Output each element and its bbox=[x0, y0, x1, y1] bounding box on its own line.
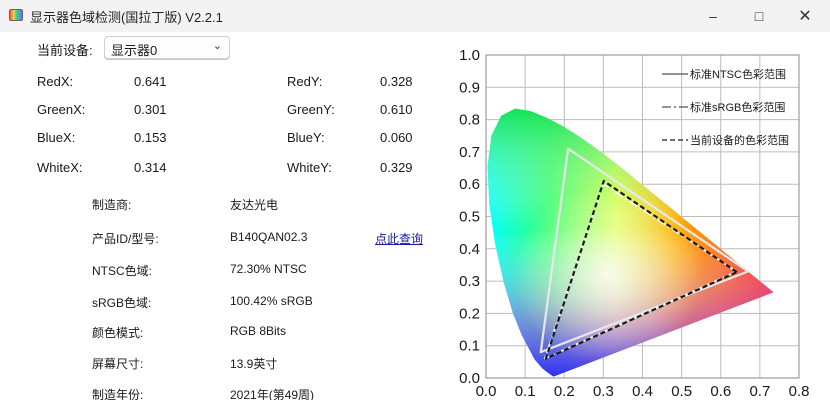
x-tick-label: 0.8 bbox=[789, 383, 810, 400]
srgb-gamut-label: sRGB色域: bbox=[92, 296, 152, 310]
x-tick-label: 0.1 bbox=[515, 383, 536, 400]
y-tick-label: 0.5 bbox=[459, 209, 480, 226]
maximize-button[interactable]: □ bbox=[736, 0, 782, 32]
redx-value: 0.641 bbox=[134, 74, 167, 89]
x-tick-label: 0.2 bbox=[554, 383, 575, 400]
cie-chromaticity-chart: 0.0 0.1 0.2 0.3 0.4 0.5 0.6 0.7 0.8 0.0 0.1 0.2 0.3 0… bbox=[459, 47, 809, 400]
window-title: 显示器色域检测(国拉丁版) V2.2.1 bbox=[30, 10, 223, 25]
app-logo-icon bbox=[9, 9, 23, 21]
y-tick-label: 0.7 bbox=[459, 144, 480, 161]
bluex-label: BlueX: bbox=[37, 130, 76, 145]
spectral-locus bbox=[487, 108, 774, 377]
bluey-value: 0.060 bbox=[380, 130, 413, 145]
close-icon: ✕ bbox=[798, 8, 812, 25]
gamut-triangles bbox=[539, 147, 750, 360]
maximize-icon: □ bbox=[754, 8, 764, 24]
redx-label: RedX: bbox=[37, 74, 74, 89]
minimize-icon: – bbox=[709, 8, 717, 24]
plot-frame bbox=[485, 54, 800, 379]
greenx-value: 0.301 bbox=[134, 102, 167, 117]
greeny-label: GreenY: bbox=[287, 102, 335, 117]
greenx-label: GreenX: bbox=[37, 102, 86, 117]
device-selected-value: 显示器0 bbox=[111, 43, 158, 58]
x-tick-label: 0.5 bbox=[671, 383, 692, 400]
lookup-link[interactable]: 点此查询 bbox=[375, 232, 424, 246]
whitey-value: 0.329 bbox=[380, 160, 413, 175]
gamut-triangle-1 bbox=[539, 147, 750, 354]
manufacturer-value: 友达光电 bbox=[230, 198, 279, 212]
greeny-value: 0.610 bbox=[380, 102, 413, 117]
close-button[interactable]: ✕ bbox=[782, 0, 828, 32]
y-tick-label: 0.3 bbox=[459, 273, 480, 290]
manufacturer-label: 制造商: bbox=[92, 198, 132, 212]
y-tick-label: 0.1 bbox=[459, 338, 480, 355]
device-dropdown[interactable]: 显示器0 ⌄ bbox=[104, 36, 230, 59]
ntsc-gamut-label: NTSC色域: bbox=[92, 264, 153, 278]
redy-value: 0.328 bbox=[380, 74, 413, 89]
ntsc-gamut-value: 72.30% NTSC bbox=[230, 262, 307, 276]
x-tick-label: 0.6 bbox=[710, 383, 731, 400]
title-bar: 显示器色域检测(国拉丁版) V2.2.1 – □ ✕ bbox=[0, 0, 830, 32]
redy-label: RedY: bbox=[287, 74, 323, 89]
gamut-triangle-3 bbox=[544, 179, 738, 360]
x-tick-label: 0.3 bbox=[593, 383, 614, 400]
screen-size-label: 屏幕尺寸: bbox=[92, 357, 144, 371]
bluey-label: BlueY: bbox=[287, 130, 325, 145]
minimize-button[interactable]: – bbox=[690, 0, 736, 32]
y-tick-label: 0.0 bbox=[459, 370, 480, 387]
color-mode-value: RGB 8Bits bbox=[230, 324, 287, 338]
y-tick-label: 1.0 bbox=[459, 47, 480, 64]
product-id-label: 产品ID/型号: bbox=[92, 232, 159, 246]
x-tick-label: 0.4 bbox=[632, 383, 653, 400]
whitex-label: WhiteX: bbox=[37, 160, 83, 175]
bluex-value: 0.153 bbox=[134, 130, 167, 145]
x-tick-label: 0.7 bbox=[749, 383, 770, 400]
whitey-label: WhiteY: bbox=[287, 160, 332, 175]
whitex-value: 0.314 bbox=[134, 160, 167, 175]
y-tick-label: 0.6 bbox=[459, 176, 480, 193]
color-mode-label: 颜色模式: bbox=[92, 326, 144, 340]
y-tick-label: 0.9 bbox=[459, 79, 480, 96]
manufacture-year-label: 制造年份: bbox=[92, 388, 144, 400]
legend-label-1: 标准NTSC色彩范围 bbox=[690, 67, 786, 81]
y-tick-label: 0.8 bbox=[459, 112, 480, 129]
device-label: 当前设备: bbox=[37, 43, 93, 58]
x-tick-label: 0.0 bbox=[476, 383, 497, 400]
legend-label-2: 标准sRGB色彩范围 bbox=[690, 100, 785, 114]
manufacture-year-value: 2021年(第49周) bbox=[230, 388, 315, 400]
product-id-value: B140QAN02.3 bbox=[230, 230, 308, 244]
y-tick-label: 0.2 bbox=[459, 305, 480, 322]
chevron-down-icon: ⌄ bbox=[212, 40, 222, 52]
locus-white-glow bbox=[487, 108, 774, 377]
legend-label-3: 当前设备的色彩范围 bbox=[690, 133, 789, 147]
axis-tick-labels: 0.0 0.1 0.2 0.3 0.4 0.5 0.6 0.7 0.8 0.0 0.1 0.2 0.3 0… bbox=[459, 47, 809, 400]
screen-size-value: 13.9英寸 bbox=[230, 357, 278, 371]
srgb-gamut-value: 100.42% sRGB bbox=[230, 294, 313, 308]
y-tick-label: 0.4 bbox=[459, 241, 480, 258]
